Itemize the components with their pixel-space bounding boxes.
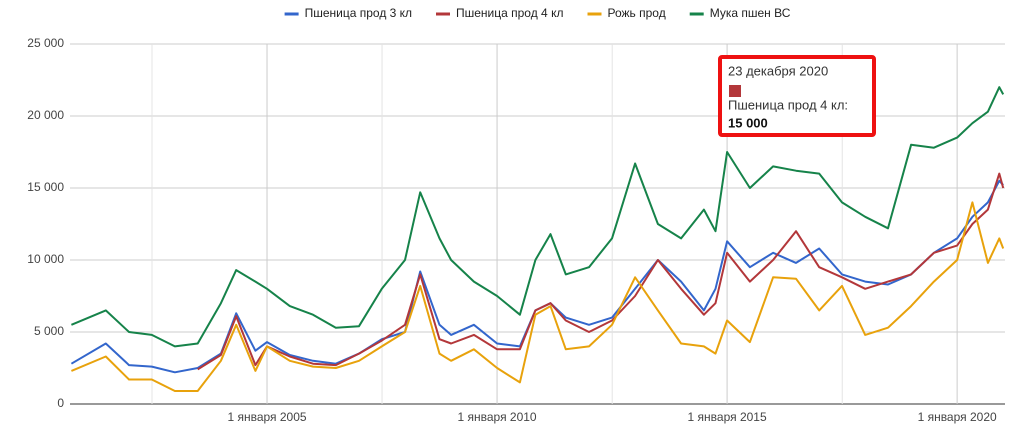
- legend-item: Пшеница прод 3 кл: [284, 6, 412, 20]
- legend-label: Пшеница прод 4 кл: [456, 6, 563, 20]
- y-tick-label: 10 000: [27, 252, 64, 266]
- x-tick-label: 1 января 2005: [227, 410, 306, 424]
- legend-item: Пшеница прод 4 кл: [436, 6, 563, 20]
- y-tick-label: 5 000: [34, 324, 64, 338]
- tooltip: 23 декабря 2020 Пшеница прод 4 кл: 15 00…: [718, 55, 876, 137]
- tooltip-box: [718, 55, 876, 137]
- legend: Пшеница прод 3 кл Пшеница прод 4 кл Рожь п…: [284, 6, 791, 20]
- y-tick-label: 15 000: [27, 180, 64, 194]
- legend-label: Пшеница прод 3 кл: [305, 6, 412, 20]
- tooltip-swatch: [729, 85, 741, 97]
- line: [71, 86, 1005, 348]
- lines: [70, 86, 1005, 392]
- tooltip-value: 15 000: [728, 115, 768, 130]
- grid: [70, 43, 1005, 405]
- line: [70, 179, 1004, 374]
- line: [197, 172, 1005, 371]
- x-tick-label: 1 января 2010: [457, 410, 536, 424]
- legend-label: Рожь прод: [608, 6, 666, 20]
- y-tick-label: 0: [57, 396, 64, 410]
- legend-item: Рожь прод: [587, 6, 666, 20]
- legend-label: Мука пшен ВС: [710, 6, 791, 20]
- tooltip-date: 23 декабря 2020: [728, 63, 828, 78]
- line: [71, 201, 1005, 392]
- axes: 0 5 000 10 000 15 000 20 000 25 000 1 января 2…: [27, 36, 997, 424]
- legend-item: Мука пшен ВС: [689, 6, 791, 20]
- x-tick-label: 1 января 2015: [688, 410, 767, 424]
- x-tick-label: 1 января 2020: [918, 410, 997, 424]
- y-tick-label: 25 000: [27, 36, 64, 50]
- y-tick-label: 20 000: [27, 108, 64, 122]
- tooltip-series: Пшеница прод 4 кл:: [728, 97, 848, 112]
